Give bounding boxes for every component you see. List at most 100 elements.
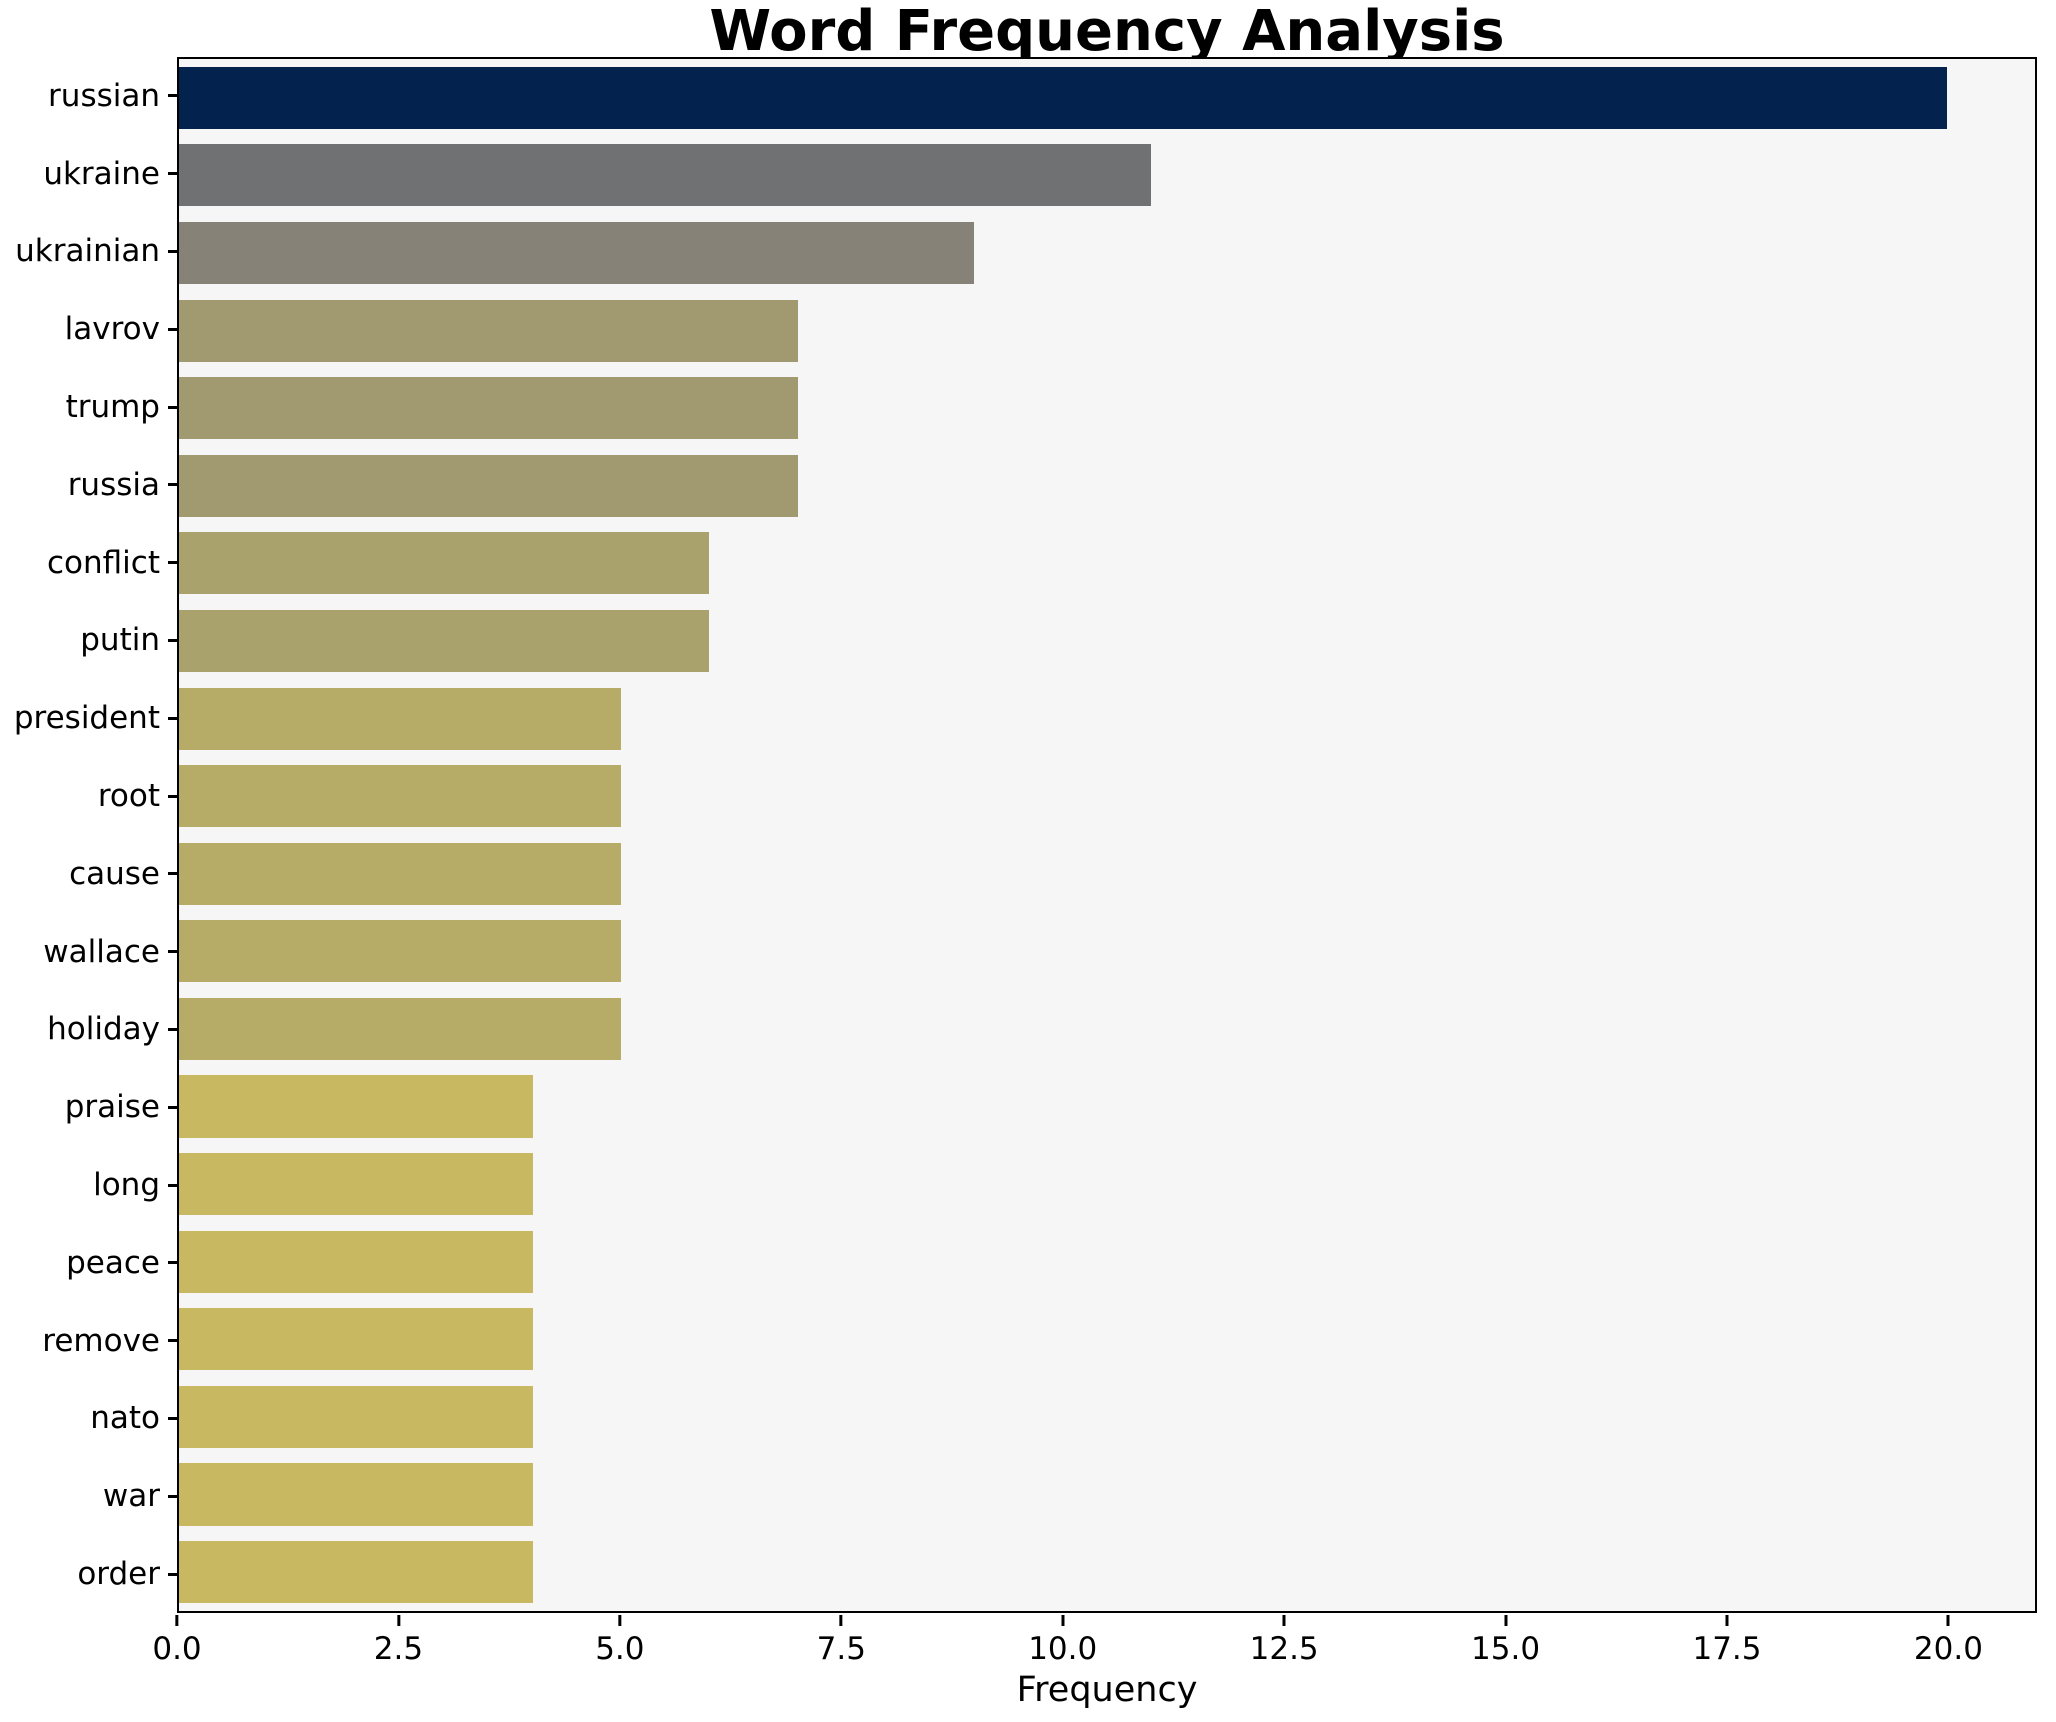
y-tick-mark [168,327,177,331]
bar-row [179,525,2035,603]
bar-row [179,1301,2035,1379]
y-tick-mark [168,1027,177,1031]
y-tick-label: putin [80,622,160,659]
bar-row [179,680,2035,758]
bar-wallace [179,920,621,983]
y-tick-label: peace [66,1244,160,1281]
y-tick-row: order [0,1535,177,1613]
y-tick-mark [168,638,177,642]
x-tick-mark [175,1615,179,1626]
y-tick-label: trump [65,389,160,426]
y-tick-label: praise [64,1089,160,1126]
bar-nato [179,1385,533,1448]
x-tick: 20.0 [1914,1615,1983,1667]
y-tick-mark [168,716,177,720]
x-tick-mark [396,1615,400,1626]
bar-row [179,990,2035,1068]
y-tick-mark [168,1261,177,1265]
x-tick-mark [1946,1615,1950,1626]
bar-row [179,137,2035,215]
y-tick-label: root [97,778,160,815]
x-axis: 0.0 2.5 5.0 7.5 10.0 12.5 15.0 17.5 20.0 [152,1615,2037,1675]
y-tick-label: cause [69,855,160,892]
y-tick-row: long [0,1146,177,1224]
bar-president [179,687,621,750]
y-tick-label: long [93,1167,160,1204]
bar-ukrainian [179,221,975,285]
bar-ukraine [179,144,1152,207]
y-tick-row: nato [0,1380,177,1458]
y-tick-row: praise [0,1068,177,1146]
y-tick-mark [168,405,177,409]
y-tick-row: lavrov [0,290,177,368]
bar-holiday [179,997,621,1060]
y-tick-mark [168,172,177,176]
x-tick-label: 17.5 [1692,1631,1762,1667]
y-tick-mark [168,1416,177,1420]
x-tick-mark [839,1615,843,1626]
bar-root [179,765,621,828]
x-axis-label: Frequency [1016,1670,1198,1710]
x-tick: 7.5 [817,1615,866,1667]
bar-war [179,1463,533,1526]
y-tick-mark [168,1572,177,1576]
bar-row [179,757,2035,835]
x-tick: 5.0 [595,1615,645,1667]
y-tick-label: russian [48,77,160,114]
x-tick-label: 7.5 [816,1631,866,1667]
y-tick-mark [168,249,177,253]
y-tick-mark [168,1105,177,1109]
y-tick-mark [168,94,177,98]
y-tick-label: russia [67,466,160,503]
y-tick-row: ukraine [0,135,177,213]
y-tick-row: peace [0,1224,177,1302]
y-tick-mark [168,483,177,487]
y-tick-label: president [13,700,160,737]
bar-order [179,1541,533,1604]
y-tick-row: russian [0,57,177,135]
bar-row [179,1533,2035,1611]
bar-row [179,214,2035,292]
x-tick: 0.0 [152,1615,202,1667]
x-tick-label: 12.5 [1249,1631,1319,1667]
bar-putin [179,609,710,672]
y-tick-row: trump [0,368,177,446]
bar-row [179,1456,2035,1534]
y-tick-label: remove [42,1322,160,1359]
chart-title: Word Frequency Analysis [709,0,1505,64]
bar-peace [179,1230,533,1293]
bar-row [179,1145,2035,1223]
x-tick-label: 2.5 [373,1631,424,1667]
y-tick-mark [168,950,177,954]
bar-conflict [179,532,710,595]
x-tick-mark [618,1615,622,1626]
bar-cause [179,842,621,905]
y-tick-label: order [77,1556,160,1593]
bar-row [179,1378,2035,1456]
x-tick: 17.5 [1692,1615,1762,1667]
x-tick-label: 20.0 [1913,1631,1983,1667]
y-tick-mark [168,1339,177,1343]
y-tick-row: russia [0,446,177,524]
bar-remove [179,1308,533,1371]
bar-russian [179,66,1947,129]
x-tick-mark [1282,1615,1286,1626]
y-tick-row: putin [0,602,177,680]
y-tick-row: remove [0,1302,177,1380]
y-tick-mark [168,561,177,565]
x-tick: 12.5 [1250,1615,1319,1667]
y-axis: russian ukraine ukrainian lavrov trump russia… [0,57,177,1613]
y-tick-label: war [102,1478,160,1515]
bar-row [179,835,2035,913]
bar-row [179,1223,2035,1301]
x-tick-label: 15.0 [1471,1631,1541,1667]
x-tick: 10.0 [1028,1615,1097,1667]
y-tick-mark [168,872,177,876]
y-tick-row: holiday [0,991,177,1069]
y-tick-label: lavrov [64,311,160,348]
y-tick-label: ukraine [43,155,160,192]
bar-row [179,59,2035,137]
y-tick-label: conflict [47,544,160,581]
bar-lavrov [179,299,798,362]
y-tick-row: cause [0,835,177,913]
